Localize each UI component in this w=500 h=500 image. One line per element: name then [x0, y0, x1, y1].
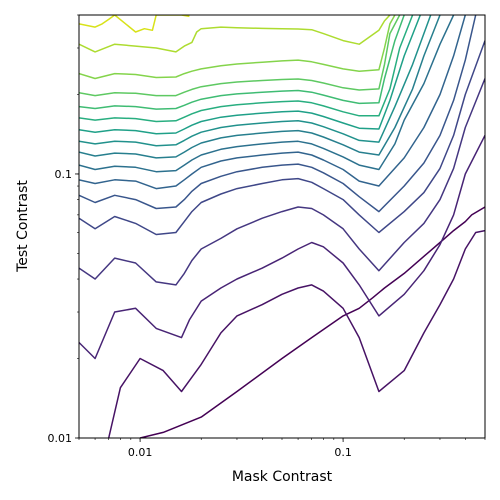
contour-line-7 — [79, 15, 455, 173]
contour-line-1 — [107, 229, 485, 438]
contour-lines — [79, 15, 485, 438]
contour-line-6 — [79, 15, 467, 190]
y-tick-label: 0.1 — [55, 168, 73, 181]
contour-line-2 — [79, 135, 485, 360]
contour-line-8 — [79, 15, 441, 159]
y-tick-label: 0.01 — [48, 432, 73, 445]
contour-line-13 — [79, 15, 401, 97]
contour-line-10 — [79, 15, 421, 135]
contour-line-15 — [79, 15, 391, 53]
contour-line-0 — [139, 206, 485, 438]
y-axis-ticks: 0.01 0.1 — [48, 14, 79, 445]
contour-line-14 — [79, 15, 396, 80]
contour-line-4 — [79, 40, 485, 236]
x-axis-ticks: 0.01 0.1 — [78, 438, 486, 459]
x-tick-label: 0.1 — [334, 446, 352, 459]
contour-line-9 — [79, 15, 432, 147]
contour-line-11 — [79, 15, 414, 123]
contour-line-5 — [79, 15, 477, 213]
x-tick-label: 0.01 — [128, 446, 153, 459]
contour-line-3 — [79, 78, 485, 286]
x-axis-label: Mask Contrast — [232, 469, 333, 485]
contour-line-16 — [79, 15, 190, 33]
y-axis-label: Test Contrast — [15, 180, 31, 273]
contour-line-12 — [79, 15, 405, 110]
